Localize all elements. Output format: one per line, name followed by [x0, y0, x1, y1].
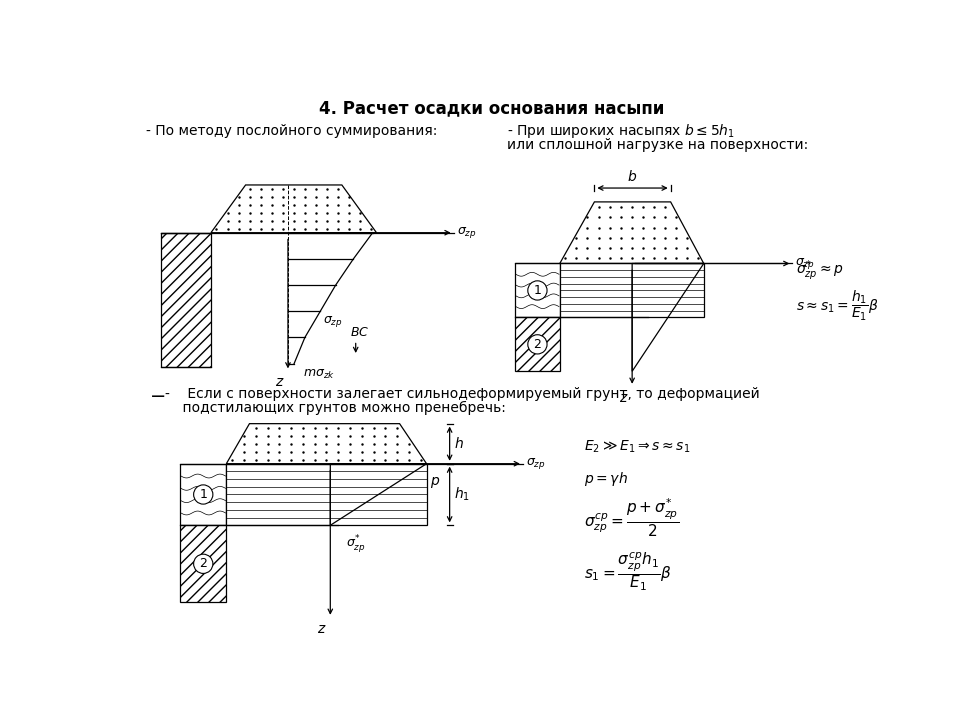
Text: $z$: $z$	[275, 375, 284, 389]
Text: $\sigma_{zp}$: $\sigma_{zp}$	[526, 456, 545, 471]
Text: $p$: $p$	[430, 475, 441, 490]
Text: или сплошной нагрузке на поверхности:: или сплошной нагрузке на поверхности:	[508, 138, 808, 152]
Text: $h_1$: $h_1$	[453, 486, 469, 503]
Text: $BC$: $BC$	[349, 326, 369, 339]
Polygon shape	[227, 423, 426, 464]
Text: $b$: $b$	[627, 169, 637, 184]
Text: $-$: $-$	[150, 385, 165, 404]
Text: $\sigma_{zp}^{cp} = \dfrac{p + \sigma_{zp}^{*}}{2}$: $\sigma_{zp}^{cp} = \dfrac{p + \sigma_{z…	[585, 497, 680, 539]
Text: - При широких насыпях $b\leq5h_1$: - При широких насыпях $b\leq5h_1$	[508, 122, 735, 140]
Bar	[516, 264, 560, 318]
Bar	[516, 318, 560, 372]
Text: 2: 2	[200, 557, 207, 570]
Text: 1: 1	[534, 284, 541, 297]
Bar	[180, 464, 227, 526]
Text: $\sigma_{zp}$: $\sigma_{zp}$	[796, 256, 815, 271]
Text: -    Если с поверхности залегает сильнодеформируемый грунт, то деформацией: - Если с поверхности залегает сильнодефо…	[165, 387, 759, 401]
Text: $h$: $h$	[453, 436, 464, 451]
Text: - По методу послойного суммирования:: - По методу послойного суммирования:	[146, 124, 437, 138]
Text: 1: 1	[200, 488, 207, 501]
Bar	[560, 264, 704, 318]
Text: $\sigma_{zp}^{*} \approx p$: $\sigma_{zp}^{*} \approx p$	[796, 259, 844, 284]
Text: подстилающих грунтов можно пренебречь:: подстилающих грунтов можно пренебречь:	[165, 401, 506, 415]
Text: 4. Расчет осадки основания насыпи: 4. Расчет осадки основания насыпи	[320, 99, 664, 117]
Text: 2: 2	[534, 338, 541, 351]
Polygon shape	[211, 185, 376, 233]
Text: $s_1 = \dfrac{\sigma_{zp}^{cp} h_1}{E_1}\beta$: $s_1 = \dfrac{\sigma_{zp}^{cp} h_1}{E_1}…	[585, 550, 672, 593]
Text: $z$: $z$	[618, 391, 628, 405]
Bar	[227, 464, 426, 526]
Text: $\sigma_{zp}$: $\sigma_{zp}$	[457, 225, 476, 240]
Text: $\sigma_{zp}$: $\sigma_{zp}$	[323, 314, 343, 329]
Text: $E_2 \gg E_1 \Rightarrow s \approx s_1$: $E_2 \gg E_1 \Rightarrow s \approx s_1$	[585, 438, 691, 455]
Text: $p = \gamma h$: $p = \gamma h$	[585, 470, 629, 488]
Text: $\sigma_{zp}^{*}$: $\sigma_{zp}^{*}$	[346, 533, 366, 555]
Bar	[161, 233, 211, 367]
Polygon shape	[560, 202, 704, 264]
Bar	[180, 526, 227, 603]
Text: $m\sigma_{zk}$: $m\sigma_{zk}$	[303, 367, 335, 381]
Text: $s \approx s_1 = \dfrac{h_1}{E_1}\beta$: $s \approx s_1 = \dfrac{h_1}{E_1}\beta$	[796, 289, 878, 323]
Text: $z$: $z$	[317, 622, 326, 636]
